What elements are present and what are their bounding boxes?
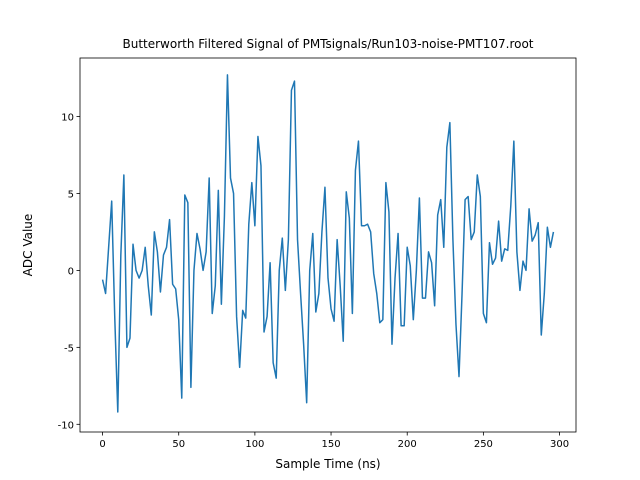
y-axis-label: ADC Value (21, 214, 35, 277)
y-tick-label: 0 (68, 266, 74, 277)
y-tick-label: 10 (61, 112, 74, 123)
x-tick-label: 100 (245, 439, 264, 450)
plot-frame (79, 57, 577, 433)
x-tick-label: 300 (550, 439, 569, 450)
x-tick-label: 200 (398, 439, 417, 450)
x-tick-label: 250 (474, 439, 493, 450)
y-tick-label: -10 (58, 420, 74, 431)
x-tick-label: 50 (172, 439, 185, 450)
y-tick-label: -5 (64, 343, 74, 354)
x-tick-label: 0 (99, 439, 105, 450)
x-axis-label: Sample Time (ns) (275, 457, 380, 471)
signal-line (101, 74, 555, 413)
chart-title: Butterworth Filtered Signal of PMTsignal… (122, 37, 533, 51)
y-tick-label: 5 (68, 189, 74, 200)
x-tick-label: 150 (321, 439, 340, 450)
